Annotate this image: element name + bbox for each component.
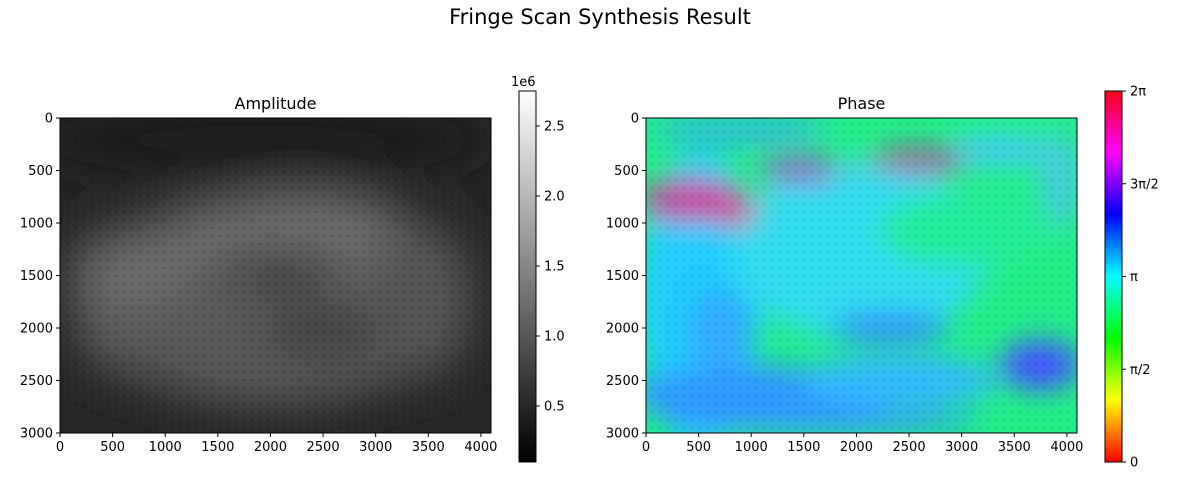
amplitude-x-tick-label: 1000 — [149, 440, 182, 455]
phase-y-tick-label: 2500 — [606, 374, 639, 389]
amplitude-x-tick-label: 500 — [100, 440, 125, 455]
phase-colorbar-tick-label: 3π/2 — [1130, 177, 1159, 192]
phase-x-tick-label: 2500 — [893, 440, 926, 455]
phase-colorbar-tick-label: 2π — [1130, 85, 1146, 100]
phase-heatmap — [646, 118, 1077, 433]
amplitude-y-tick-label: 500 — [28, 164, 53, 179]
amplitude-y-tick-label: 2500 — [20, 374, 53, 389]
phase-y-tick-label: 3000 — [606, 427, 639, 442]
amplitude-y-tick-label: 2000 — [20, 322, 53, 337]
amplitude-y-tick-label: 3000 — [20, 427, 53, 442]
phase-colorbar-tick-label: 0 — [1130, 456, 1138, 471]
amplitude-x-tick-label: 1500 — [201, 440, 234, 455]
amplitude-colorbar-tick-label: 0.5 — [544, 400, 565, 415]
phase-y-tick-label: 0 — [631, 112, 639, 127]
amplitude-colorbar-multiplier: 1e6 — [511, 75, 536, 90]
amplitude-heatmap — [60, 118, 491, 433]
figure-title: Fringe Scan Synthesis Result — [449, 5, 751, 29]
phase-x-tick-label: 0 — [642, 440, 650, 455]
amplitude-colorbar-tick-label: 1.5 — [544, 260, 565, 275]
phase-x-tick-label: 500 — [686, 440, 711, 455]
phase-y-tick-label: 2000 — [606, 322, 639, 337]
amplitude-colorbar-tick-label: 2.0 — [544, 190, 565, 205]
phase-x-tick-label: 3000 — [945, 440, 978, 455]
amplitude-y-tick-label: 1500 — [20, 269, 53, 284]
amplitude-x-tick-label: 3500 — [412, 440, 445, 455]
phase-x-tick-label: 1500 — [787, 440, 820, 455]
phase-colorbar — [1104, 90, 1123, 463]
amplitude-title: Amplitude — [234, 94, 317, 113]
phase-x-tick-label: 2000 — [840, 440, 873, 455]
phase-colorbar-tick-label: π — [1130, 270, 1138, 285]
amplitude-y-tick-label: 0 — [45, 112, 53, 127]
amplitude-x-tick-label: 4000 — [464, 440, 497, 455]
phase-y-tick-label: 500 — [614, 164, 639, 179]
phase-colorbar-tick-label: π/2 — [1130, 363, 1150, 378]
amplitude-x-tick-label: 2500 — [307, 440, 340, 455]
phase-y-tick-label: 1500 — [606, 269, 639, 284]
amplitude-x-tick-label: 2000 — [254, 440, 287, 455]
amplitude-y-tick-label: 1000 — [20, 217, 53, 232]
amplitude-x-tick-label: 0 — [56, 440, 64, 455]
phase-x-tick-label: 4000 — [1050, 440, 1083, 455]
phase-title: Phase — [837, 94, 886, 113]
phase-x-tick-label: 1000 — [735, 440, 768, 455]
phase-x-tick-label: 3500 — [998, 440, 1031, 455]
amplitude-colorbar-tick-label: 1.0 — [544, 330, 565, 345]
phase-y-tick-label: 1000 — [606, 217, 639, 232]
amplitude-x-tick-label: 3000 — [359, 440, 392, 455]
amplitude-colorbar — [518, 90, 537, 463]
amplitude-colorbar-tick-label: 2.5 — [544, 120, 565, 135]
